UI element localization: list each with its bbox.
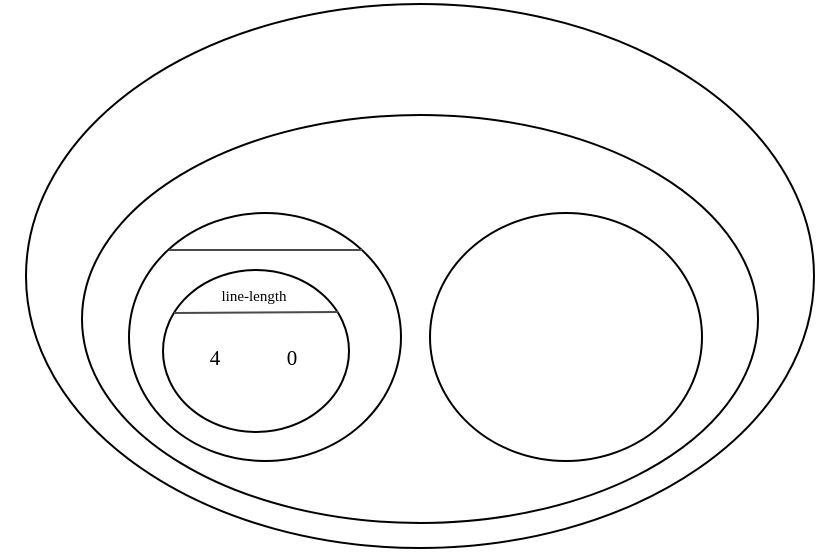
outer-ellipse	[25, 3, 815, 549]
right-ellipse	[429, 212, 703, 462]
middle-ellipse	[81, 114, 759, 524]
inner-label: line-length	[222, 289, 287, 305]
inner-ellipse	[162, 269, 350, 433]
value-right: 0	[287, 346, 298, 370]
inner-ellipse-divider	[173, 311, 339, 314]
left-ellipse	[128, 212, 402, 462]
value-left: 4	[210, 346, 221, 370]
